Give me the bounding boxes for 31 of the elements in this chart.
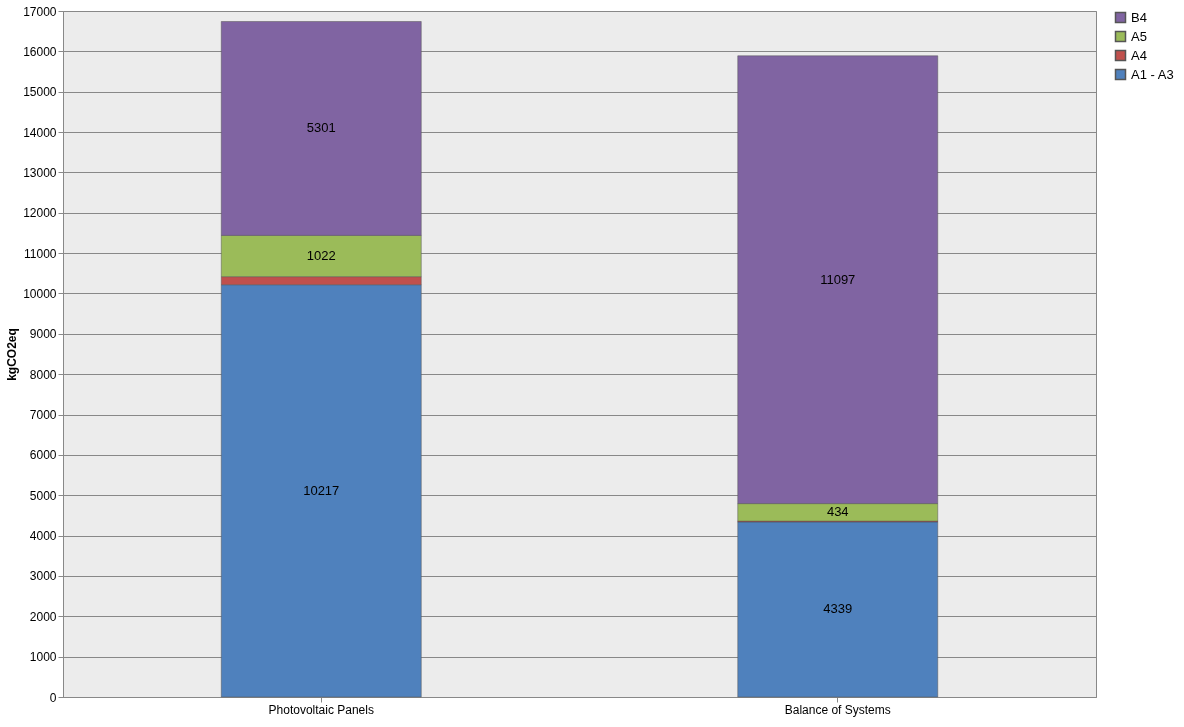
- data-label: 434: [826, 504, 849, 520]
- y-tick-label: 10000: [23, 286, 57, 301]
- legend-label: A1 - A3: [1131, 66, 1174, 82]
- y-tick-label: 6000: [29, 448, 57, 463]
- y-tick-label: 4000: [29, 529, 57, 544]
- y-tick-label: 12000: [23, 206, 57, 221]
- data-label: 5301: [306, 120, 336, 136]
- y-tick-label: 11000: [24, 246, 57, 261]
- y-tick-label: 3000: [29, 569, 57, 584]
- y-tick-label: 9000: [29, 327, 57, 342]
- y-tick-label: 17000: [23, 4, 57, 19]
- data-label: 4339: [823, 601, 853, 617]
- y-tick-label: 16000: [23, 44, 57, 59]
- y-tick-label: 2000: [29, 609, 57, 624]
- y-tick-label: 14000: [23, 125, 57, 140]
- y-tick-label: 13000: [23, 165, 57, 180]
- y-tick-label: 1000: [29, 650, 57, 665]
- data-label: 10217: [303, 482, 340, 498]
- y-tick-label: 15000: [23, 85, 57, 100]
- x-tick-label: Photovoltaic Panels: [268, 702, 374, 717]
- y-tick-label: 5000: [29, 488, 57, 503]
- x-tick-label: Balance of Systems: [784, 702, 891, 717]
- legend-label: B4: [1131, 9, 1147, 25]
- legend-label: A4: [1131, 47, 1147, 63]
- y-tick-label: 7000: [29, 408, 57, 423]
- y-tick-label: 0: [49, 690, 57, 705]
- data-label: 1022: [306, 248, 336, 264]
- y-tick-label: 8000: [29, 367, 57, 382]
- y-axis-title: kgCO2eq: [5, 328, 20, 381]
- legend-label: A5: [1131, 28, 1147, 44]
- data-label: 11097: [820, 271, 856, 287]
